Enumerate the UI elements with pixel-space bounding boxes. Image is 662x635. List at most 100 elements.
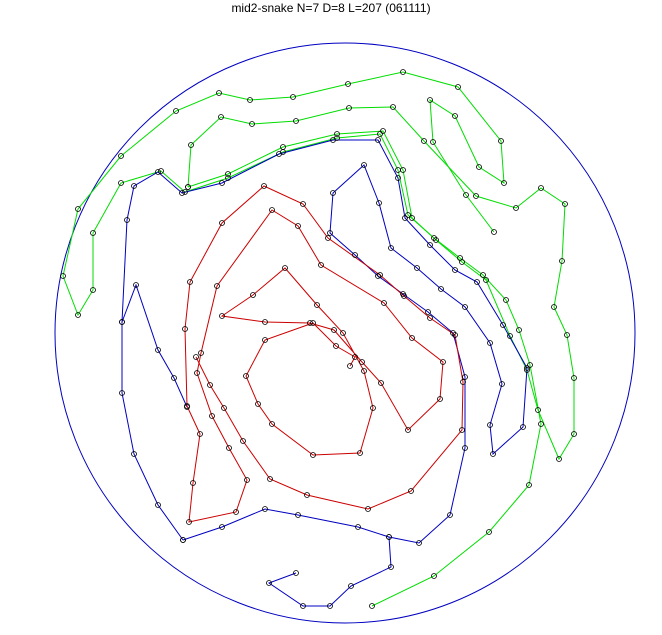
snake-point-0-5 bbox=[527, 362, 533, 368]
snake-point-5-22 bbox=[405, 427, 411, 433]
snake-point-2-37 bbox=[450, 330, 456, 336]
snake-point-5-37 bbox=[186, 519, 192, 525]
snake-point-2-32 bbox=[327, 230, 333, 236]
snake-line-0 bbox=[62, 71, 542, 607]
snake-point-2-16 bbox=[452, 267, 458, 273]
snake-point-1-3 bbox=[249, 121, 255, 127]
snake-point-5-35 bbox=[244, 477, 250, 483]
snake-point-5-3 bbox=[310, 320, 316, 326]
snake-point-1-15 bbox=[571, 375, 577, 381]
snake-point-4-0 bbox=[119, 319, 125, 325]
snake-point-2-30 bbox=[361, 162, 367, 168]
snake-point-1-29 bbox=[225, 171, 231, 177]
snake-point-2-20 bbox=[520, 424, 526, 430]
snake-point-2-28 bbox=[388, 245, 394, 251]
snake-point-2-12 bbox=[375, 137, 381, 143]
snake-line-1 bbox=[187, 106, 575, 461]
snake-point-0-34 bbox=[501, 180, 507, 186]
snake-point-5-12 bbox=[340, 330, 346, 336]
snake-point-5-11 bbox=[361, 368, 367, 374]
snake-point-0-3 bbox=[526, 482, 532, 488]
snake-point-5-59 bbox=[207, 382, 213, 388]
snake-point-2-15 bbox=[427, 242, 433, 248]
snake-point-1-25 bbox=[400, 167, 406, 173]
snake-point-2-3 bbox=[119, 390, 125, 396]
snake-point-0-4 bbox=[538, 421, 544, 427]
snake-point-1-9 bbox=[513, 205, 519, 211]
snake-point-0-38 bbox=[430, 139, 436, 145]
snake-point-2-23 bbox=[499, 381, 505, 387]
snake-point-2-22 bbox=[487, 422, 493, 428]
snake-point-2-46 bbox=[219, 524, 225, 530]
snake-point-1-28 bbox=[280, 144, 286, 150]
snake-line-4 bbox=[121, 283, 188, 408]
snake-point-5-13 bbox=[314, 302, 320, 308]
snake-point-2-21 bbox=[490, 451, 496, 457]
snake-point-0-30 bbox=[345, 81, 351, 87]
snake-point-4-2 bbox=[155, 347, 161, 353]
snake-point-1-4 bbox=[293, 118, 299, 124]
snake-point-3-1 bbox=[388, 564, 394, 570]
snake-point-0-24 bbox=[75, 206, 81, 212]
chart-title: mid2-snake N=7 D=8 L=207 (061111) bbox=[231, 1, 431, 15]
snake-point-1-18 bbox=[535, 407, 541, 413]
snake-point-0-29 bbox=[290, 94, 296, 100]
snake-point-2-44 bbox=[295, 512, 301, 518]
snake-point-1-23 bbox=[433, 237, 439, 243]
snake-point-0-37 bbox=[427, 97, 433, 103]
snake-point-2-47 bbox=[180, 537, 186, 543]
snake-point-0-7 bbox=[503, 297, 509, 303]
snake-point-5-23 bbox=[437, 396, 443, 402]
snake-point-3-5 bbox=[266, 580, 272, 586]
snake-point-0-36 bbox=[452, 113, 458, 119]
snake-point-2-14 bbox=[402, 215, 408, 221]
snake-point-5-5 bbox=[243, 373, 249, 379]
snake-point-5-56 bbox=[267, 476, 273, 482]
snake-point-1-26 bbox=[380, 128, 386, 134]
snake-point-5-29 bbox=[269, 207, 275, 213]
snake-point-2-29 bbox=[376, 200, 382, 206]
snake-point-2-11 bbox=[330, 137, 336, 143]
snake-point-5-18 bbox=[307, 320, 313, 326]
snake-point-5-39 bbox=[197, 431, 203, 437]
snake-point-1-19 bbox=[524, 367, 530, 373]
snake-point-0-25 bbox=[118, 153, 124, 159]
snake-point-5-0 bbox=[347, 363, 353, 369]
snake-point-5-19 bbox=[331, 327, 337, 333]
snake-point-5-1 bbox=[352, 354, 358, 360]
snake-point-1-5 bbox=[346, 105, 352, 111]
snake-point-2-38 bbox=[462, 374, 468, 380]
snake-point-5-58 bbox=[221, 405, 227, 411]
snake-point-5-60 bbox=[193, 354, 199, 360]
snake-point-0-19 bbox=[118, 180, 124, 186]
snake-point-4-3 bbox=[171, 375, 177, 381]
snake-point-0-33 bbox=[498, 138, 504, 144]
snake-point-5-41 bbox=[182, 326, 188, 332]
snake-point-5-8 bbox=[310, 452, 316, 458]
snake-point-5-57 bbox=[240, 438, 246, 444]
snake-point-5-24 bbox=[440, 359, 446, 365]
snake-line-5 bbox=[184, 185, 464, 523]
snake-point-5-4 bbox=[262, 337, 268, 343]
snake-point-2-41 bbox=[416, 540, 422, 546]
snake-point-0-21 bbox=[90, 287, 96, 293]
snake-point-0-23 bbox=[60, 273, 66, 279]
snake-point-1-16 bbox=[571, 431, 577, 437]
snake-line-3 bbox=[267, 536, 392, 607]
snake-point-2-6 bbox=[131, 183, 137, 189]
snake-point-1-14 bbox=[564, 332, 570, 338]
snake-point-2-33 bbox=[352, 252, 358, 258]
snake-point-2-9 bbox=[219, 180, 225, 186]
snake-line-2 bbox=[121, 139, 528, 544]
snake-point-2-31 bbox=[330, 190, 336, 196]
snake-point-0-13 bbox=[377, 131, 383, 137]
snake-point-5-42 bbox=[187, 279, 193, 285]
snake-point-0-0 bbox=[369, 603, 375, 609]
snake-point-2-7 bbox=[155, 169, 161, 175]
snake-point-2-13 bbox=[395, 175, 401, 181]
snake-point-5-36 bbox=[233, 509, 239, 515]
snake-point-5-16 bbox=[219, 313, 225, 319]
snake-point-5-26 bbox=[381, 300, 387, 306]
snake-point-2-10 bbox=[276, 151, 282, 157]
